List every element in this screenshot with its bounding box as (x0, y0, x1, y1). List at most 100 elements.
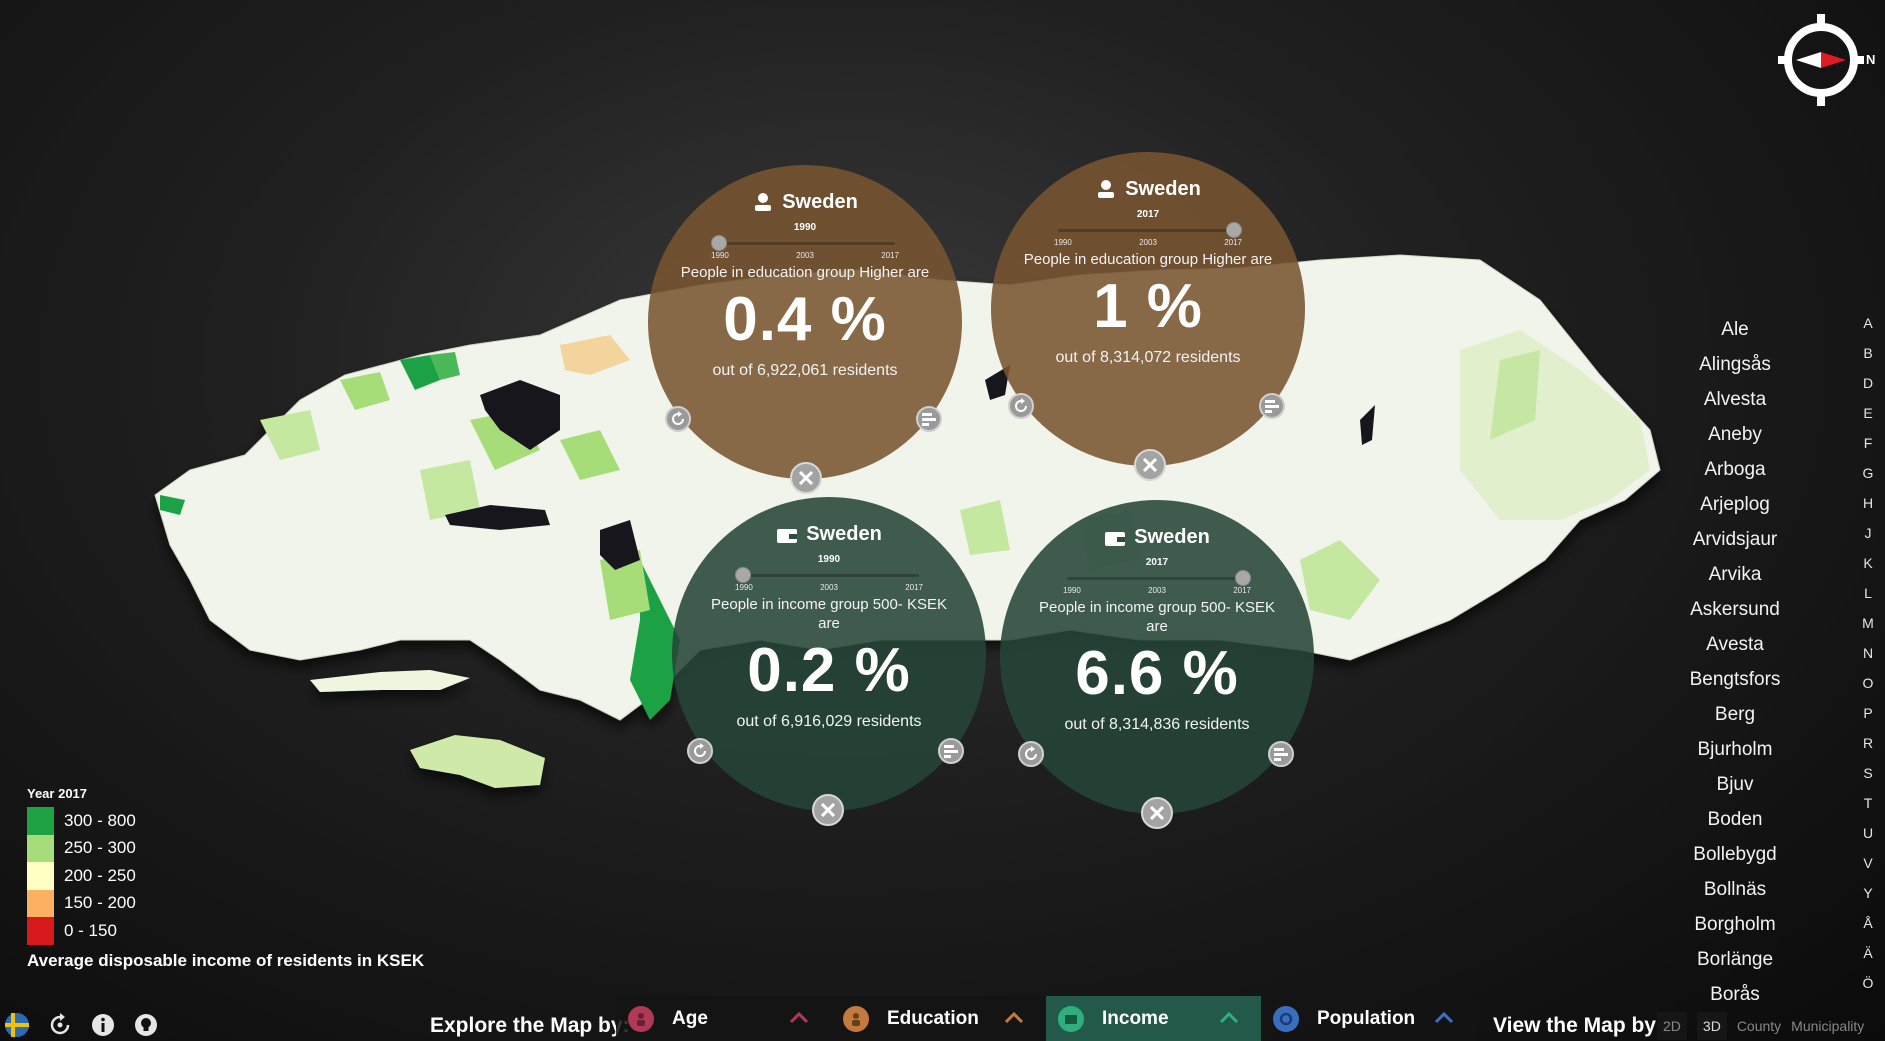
income-bubble-1990: Sweden 1990 1990 2003 2017 People in incom… (672, 497, 986, 811)
municipality-item[interactable]: Avesta (1706, 634, 1764, 655)
alphabet-letter[interactable]: M (1862, 615, 1874, 631)
municipality-item[interactable]: Bollnäs (1703, 879, 1767, 900)
alphabet-letter[interactable]: T (1863, 795, 1873, 811)
year-slider[interactable]: 1990 2003 2017 (711, 235, 899, 260)
bubble-header: Sweden (776, 523, 882, 546)
municipality-item[interactable]: Arvidsjaur (1692, 529, 1778, 550)
alphabet-letter[interactable]: Y (1863, 885, 1873, 901)
alphabet-letter[interactable]: A (1863, 315, 1873, 331)
bubble-header: Sweden (1095, 178, 1201, 201)
municipality-item[interactable]: Borås (1710, 984, 1760, 1002)
municipality-list[interactable]: Ale Alingsås Alvesta Aneby Arboga Arjeplog Arv… (1665, 312, 1805, 1002)
bubble-footer: out of 8,314,836 residents (1064, 716, 1250, 733)
legend-label: 150 - 200 (64, 893, 136, 913)
map-island-gotland (410, 735, 545, 788)
municipality-item[interactable]: Alingsås (1699, 354, 1771, 375)
municipality-item[interactable]: Bjuv (1716, 774, 1754, 795)
legend-row: 300 - 800 (27, 807, 424, 835)
bubble-year: 1990 (817, 554, 841, 565)
info-icon[interactable] (90, 1012, 116, 1038)
alphabet-letter[interactable]: D (1862, 375, 1874, 391)
tick-label: 2003 (1139, 238, 1157, 247)
year-slider-handle[interactable] (1226, 222, 1242, 238)
alphabet-letter[interactable]: O (1862, 675, 1874, 691)
sweden-flag-icon[interactable] (4, 1012, 30, 1038)
alphabet-letter[interactable]: L (1864, 585, 1872, 601)
municipality-item[interactable]: Arvika (1708, 564, 1762, 585)
legend-swatch (27, 807, 54, 835)
municipality-item[interactable]: Arboga (1704, 459, 1766, 480)
age-icon (628, 1005, 654, 1032)
view-option-municipality[interactable]: Municipality (1791, 1018, 1865, 1034)
alphabet-letter[interactable]: P (1863, 705, 1873, 721)
municipality-item[interactable]: Aneby (1708, 424, 1762, 445)
alphabet-letter[interactable]: Ä (1863, 945, 1873, 961)
alphabet-letter[interactable]: R (1862, 735, 1874, 751)
municipality-item[interactable]: Bollebygd (1693, 844, 1777, 865)
bar-chart-icon[interactable] (938, 738, 964, 764)
year-slider-handle[interactable] (1235, 570, 1251, 586)
municipality-item[interactable]: Askersund (1690, 599, 1780, 620)
bar-chart-icon[interactable] (1268, 741, 1294, 767)
municipality-item[interactable]: Bengtsfors (1689, 669, 1781, 690)
income-bubble-2017: Sweden 2017 1990 2003 2017 People in incom… (1000, 500, 1314, 814)
tick-label: 1990 (711, 251, 729, 260)
alphabet-letter[interactable]: Ö (1862, 975, 1874, 991)
lightbulb-icon[interactable] (133, 1012, 159, 1038)
income-icon (1058, 1005, 1084, 1032)
tick-label: 2017 (905, 583, 923, 592)
municipality-item[interactable]: Borlänge (1696, 949, 1774, 970)
tab-age[interactable]: Age (616, 996, 831, 1041)
reset-view-icon[interactable] (47, 1012, 73, 1038)
municipality-item[interactable]: Boden (1707, 809, 1763, 830)
tab-income[interactable]: Income (1046, 996, 1261, 1041)
municipality-item[interactable]: Ale (1721, 319, 1749, 340)
municipality-item[interactable]: Bjurholm (1697, 739, 1773, 760)
year-slider[interactable]: 1990 2003 2017 (1054, 222, 1242, 247)
bar-chart-icon[interactable] (1259, 393, 1285, 419)
municipality-item[interactable]: Arjeplog (1700, 494, 1770, 515)
tab-education[interactable]: Education (831, 996, 1046, 1041)
alphabet-letter[interactable]: U (1862, 825, 1874, 841)
close-icon[interactable] (812, 794, 844, 826)
legend-label: 200 - 250 (64, 865, 136, 885)
legend-swatch (27, 862, 54, 890)
refresh-icon[interactable] (1008, 393, 1034, 419)
year-slider-handle[interactable] (735, 567, 751, 583)
municipality-item[interactable]: Berg (1714, 704, 1756, 725)
bubble-header: Sweden (1104, 526, 1210, 549)
close-icon[interactable] (790, 462, 822, 494)
alphabet-letter[interactable]: N (1862, 645, 1874, 661)
refresh-icon[interactable] (665, 406, 691, 432)
alphabet-letter[interactable]: H (1862, 495, 1874, 511)
refresh-icon[interactable] (1018, 741, 1044, 767)
alphabet-letter[interactable]: E (1863, 405, 1873, 421)
alphabet-letter[interactable]: G (1862, 465, 1874, 481)
year-slider-handle[interactable] (711, 235, 727, 251)
municipality-item[interactable]: Borgholm (1694, 914, 1776, 935)
bar-chart-icon[interactable] (916, 406, 942, 432)
close-icon[interactable] (1134, 449, 1166, 481)
alphabet-letter[interactable]: B (1863, 345, 1873, 361)
view-option-2d[interactable]: 2D (1657, 1012, 1687, 1040)
view-option-3d[interactable]: 3D (1696, 1012, 1727, 1040)
alphabet-letter[interactable]: Å (1863, 915, 1873, 931)
alphabet-letter[interactable]: J (1864, 525, 1872, 541)
tab-population[interactable]: Population (1261, 996, 1476, 1041)
education-bubble-2017: Sweden 2017 1990 2003 2017 People in educa… (991, 152, 1305, 466)
alphabet-letter[interactable]: F (1863, 435, 1873, 451)
view-option-county[interactable]: County (1736, 1018, 1782, 1034)
map-legend: Year 2017 300 - 800 250 - 300 200 - 250 150… (27, 786, 424, 971)
close-icon[interactable] (1141, 797, 1173, 829)
compass-icon[interactable] (1778, 14, 1864, 106)
alphabet-letter[interactable]: V (1863, 855, 1873, 871)
refresh-icon[interactable] (687, 738, 713, 764)
bubble-header: Sweden (752, 191, 858, 214)
municipality-item[interactable]: Alvesta (1703, 389, 1767, 410)
wallet-icon (1105, 531, 1126, 546)
year-slider[interactable]: 1990 2003 2017 (1063, 570, 1251, 595)
alphabet-letter[interactable]: S (1863, 765, 1873, 781)
year-slider[interactable]: 1990 2003 2017 (735, 567, 923, 592)
alphabet-letter[interactable]: K (1863, 555, 1873, 571)
